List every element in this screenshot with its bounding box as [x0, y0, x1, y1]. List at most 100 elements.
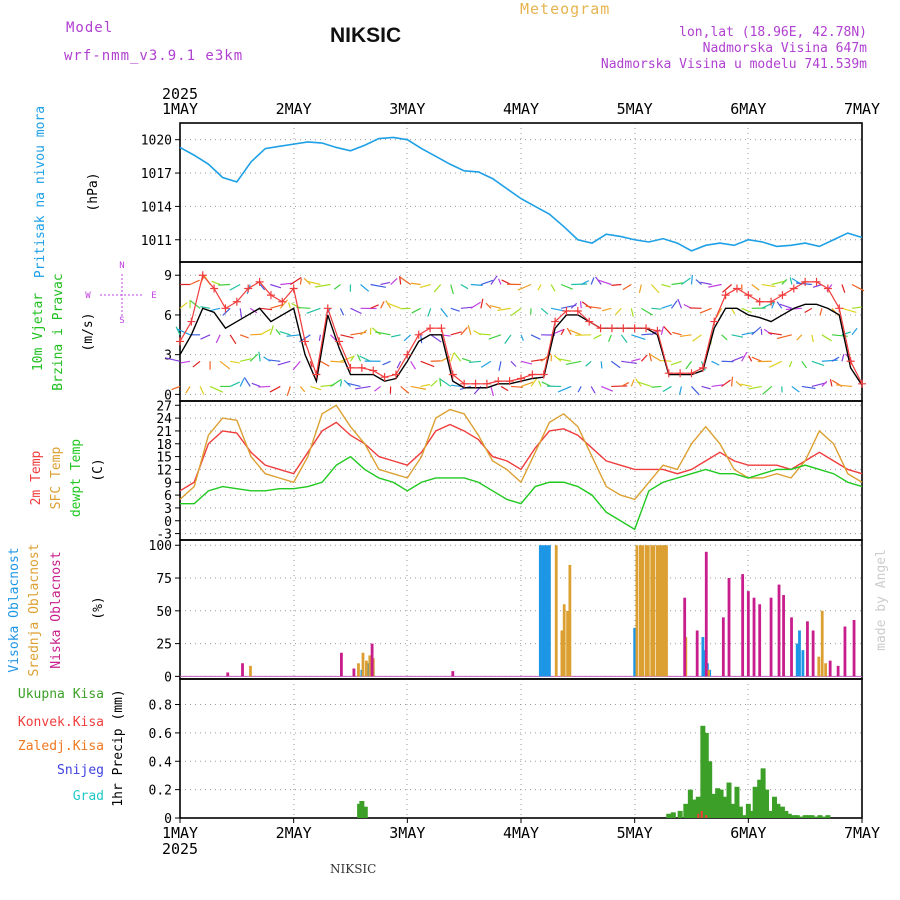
wind-arrow [260, 307, 273, 311]
wind-gust-marker [380, 373, 389, 382]
wind-arrow [243, 377, 251, 387]
compass-north: N [119, 261, 124, 271]
wind-arrow [171, 385, 181, 391]
cloud-bar [241, 663, 244, 677]
y-tick-label: 75 [156, 572, 172, 587]
wind-arrow [763, 328, 773, 336]
wind-arrow [218, 283, 231, 286]
y-tick-label: 18 [156, 438, 172, 453]
wind-gust-marker [414, 330, 423, 339]
wind-arrow [269, 325, 274, 335]
wind-arrow [577, 386, 582, 393]
wind-arrow [440, 307, 449, 318]
wind-arrow [470, 301, 481, 309]
wind-gust-marker [255, 277, 264, 286]
wind-arrow [517, 283, 532, 291]
wind-arrow [439, 377, 442, 387]
cloud-bar [644, 545, 648, 677]
x-tick-label-top: 1MAY [162, 100, 198, 118]
cloud-bar [665, 545, 668, 677]
wind-gust-marker [573, 306, 582, 315]
wind-arrow [601, 307, 612, 312]
wind-arrow [708, 283, 722, 288]
wind-arrow [320, 360, 330, 367]
wind-arrow [762, 385, 773, 395]
wind-arrow [678, 386, 683, 395]
wind-gust-marker [403, 350, 412, 359]
wind-arrow [611, 283, 622, 286]
temp-label-0: 2m Temp [29, 450, 44, 505]
wind-gust-marker [289, 284, 298, 293]
wind-arrow [672, 331, 682, 336]
precip-bar [745, 803, 751, 818]
wind-arrow [769, 360, 783, 368]
precip-bar [711, 793, 717, 818]
wind-arrow [795, 282, 812, 286]
wind-gust-marker [278, 297, 287, 306]
wind-arrow [761, 301, 775, 309]
temp-label-2: dewpt Temp [69, 439, 84, 517]
y-tick-label: 1014 [141, 200, 172, 215]
wind-arrow [296, 306, 311, 309]
wind-arrow [731, 308, 736, 315]
y-tick-label: 0 [164, 670, 172, 685]
wind-arrow [630, 379, 635, 387]
cloud-bar [568, 564, 572, 677]
wind-arrow [489, 304, 502, 309]
cloud-bar [660, 545, 664, 677]
wind-gust-marker [630, 324, 639, 333]
wind-arrow [550, 284, 556, 292]
cloud-bar [541, 545, 544, 677]
wind-arrow [478, 333, 491, 336]
cloud-bar [361, 652, 365, 677]
wind-gust-marker [221, 304, 230, 313]
wind-arrow [279, 330, 291, 336]
wind-arrow [699, 307, 712, 314]
wind-arrow [410, 385, 427, 390]
wind-arrow [565, 360, 582, 365]
wind-arrow [258, 385, 271, 388]
footer-station: NIKSIC [330, 862, 377, 876]
coords-label: lon,lat (18.96E, 42.78N) [679, 25, 867, 40]
cloud-bar [543, 545, 547, 677]
wind-arrow [575, 334, 592, 336]
wind-arrow [748, 355, 753, 362]
wind-arrow [610, 360, 621, 369]
wind-gust-marker [539, 370, 548, 379]
wind-arrow [343, 379, 351, 387]
wind-arrow [601, 385, 614, 392]
precip-bar [670, 812, 676, 818]
wind-arrow [263, 356, 271, 362]
cloud-bar [451, 671, 455, 677]
wind-arrow [663, 326, 672, 336]
wind-gust-marker [596, 324, 605, 333]
wind-arrow [286, 334, 301, 337]
wind-arrow [836, 384, 853, 388]
wind-arrow [460, 306, 473, 309]
y-tick-label: 0 [164, 388, 172, 403]
y-tick-label: 0.6 [149, 727, 172, 742]
cloud-bar [806, 621, 809, 677]
wind-gust-marker [517, 374, 525, 383]
wind-arrow [641, 307, 653, 316]
wind-arrow [360, 329, 368, 336]
wind-arrow [731, 376, 734, 387]
precip-conv-bar [705, 815, 708, 818]
precip-label-4: Grad [73, 789, 104, 804]
wind-arrow [651, 307, 662, 310]
wind-gust-marker [607, 324, 616, 333]
wind-arrow [648, 352, 652, 362]
wind-arrow [215, 334, 221, 344]
wind-arrow [289, 276, 302, 286]
wind-arrow [340, 334, 354, 339]
wind-arrow [776, 334, 792, 340]
precip-bar [806, 815, 812, 818]
precip-bar [707, 761, 713, 818]
cloud-bar [695, 630, 699, 677]
wind-arrow [382, 360, 391, 366]
wind-arrow [579, 301, 582, 309]
model-label: Model [66, 20, 114, 36]
precip-bar [683, 803, 689, 818]
wind-arrow [761, 283, 776, 288]
y-tick-label: 9 [164, 476, 172, 491]
